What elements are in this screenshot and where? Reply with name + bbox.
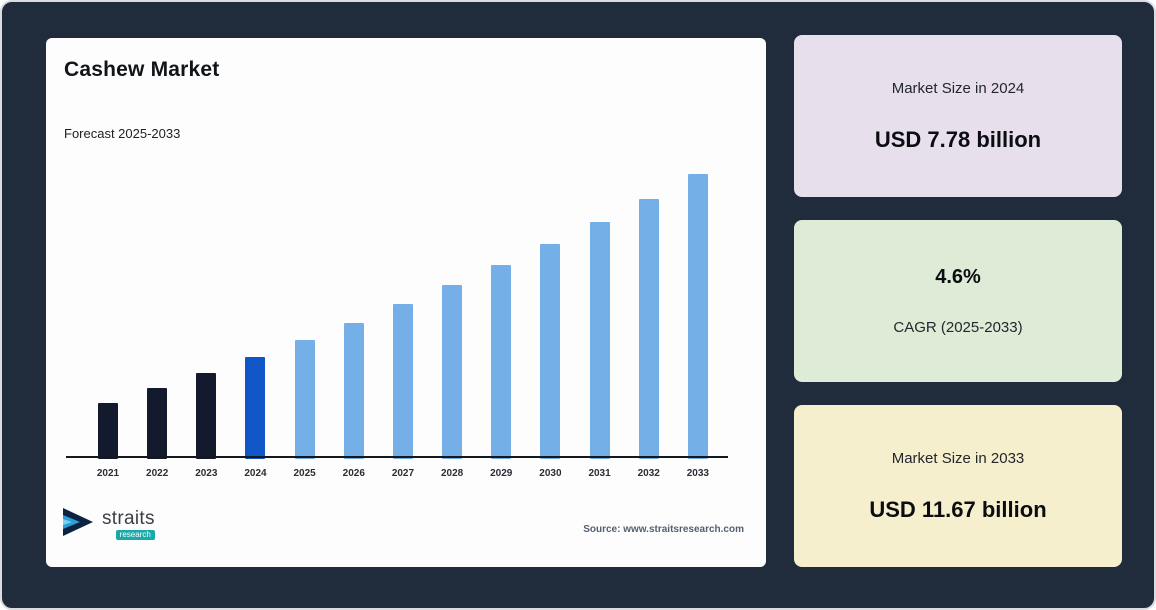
- bar-2033: [687, 174, 708, 459]
- chart-card: Cashew Market Forecast 2025-2033 2021 202…: [46, 38, 766, 567]
- bar-2027: [392, 304, 413, 459]
- logo-text: straits research: [102, 509, 155, 540]
- x-tick-2026: 2026: [342, 468, 365, 479]
- straits-research-logo: straits research: [62, 506, 155, 543]
- bar-column-2029: 2029: [484, 157, 518, 479]
- stat-label: CAGR (2025-2033): [893, 319, 1023, 336]
- stat-value: 4.6%: [935, 266, 981, 288]
- bar-2029: [491, 265, 512, 459]
- stat-label: Market Size in 2024: [891, 79, 1025, 97]
- stats-column: Market Size in 2024 USD 7.78 billion 4.6…: [794, 35, 1122, 567]
- logo-text-research: research: [115, 530, 155, 540]
- bar-2022: [147, 388, 168, 459]
- bar-2024: [245, 357, 266, 459]
- x-tick-2027: 2027: [391, 468, 415, 479]
- stat-label: Market Size in 2033: [891, 449, 1025, 467]
- source-text: Source: www.straitsresearch.com: [583, 524, 744, 535]
- x-axis-line: [66, 456, 728, 458]
- x-tick-2029: 2029: [490, 468, 513, 479]
- x-tick-2022: 2022: [146, 468, 169, 479]
- bar-2026: [343, 323, 364, 459]
- bar-column-2033: 2033: [681, 157, 715, 479]
- stat-card-market-size-2024: Market Size in 2024 USD 7.78 billion: [794, 35, 1122, 197]
- bar-column-2032: 2032: [632, 157, 666, 479]
- bar-column-2023: 2023: [189, 157, 223, 479]
- bar-2023: [196, 373, 217, 459]
- x-tick-2025: 2025: [293, 468, 316, 479]
- bar-column-2024: 2024: [238, 157, 272, 479]
- x-tick-2032: 2032: [637, 468, 660, 479]
- bar-2030: [540, 244, 561, 459]
- x-tick-2030: 2030: [539, 468, 562, 479]
- bar-2031: [589, 222, 610, 459]
- bar-column-2030: 2030: [533, 157, 567, 479]
- bar-2032: [638, 199, 659, 459]
- stat-value: USD 7.78 billion: [874, 126, 1042, 152]
- stat-card-cagr: 4.6% CAGR (2025-2033): [794, 220, 1122, 382]
- bar-columns: 2021 2022 2023 2024 2025 2026 2027 2028 2029 2030…: [91, 157, 715, 479]
- bar-2025: [294, 340, 315, 459]
- stat-card-market-size-2033: Market Size in 2033 USD 11.67 billion: [794, 405, 1122, 567]
- chart-subtitle: Forecast 2025-2033: [64, 126, 181, 141]
- bar-2021: [98, 403, 118, 459]
- bar-column-2028: 2028: [435, 157, 469, 479]
- bar-column-2026: 2026: [337, 157, 371, 479]
- bar-2028: [442, 285, 463, 459]
- logo-arrow-icon: [62, 506, 96, 543]
- stat-value: USD 11.67 billion: [869, 496, 1047, 522]
- bar-column-2022: 2022: [140, 157, 174, 479]
- x-tick-2024: 2024: [244, 468, 267, 479]
- x-tick-2031: 2031: [588, 468, 611, 479]
- bar-column-2027: 2027: [386, 157, 420, 479]
- x-tick-2021: 2021: [96, 468, 120, 479]
- logo-text-straits: straits: [102, 508, 155, 529]
- bar-column-2031: 2031: [583, 157, 617, 479]
- bar-column-2021: 2021: [91, 157, 125, 479]
- bar-column-2025: 2025: [288, 157, 322, 479]
- x-tick-2028: 2028: [440, 468, 464, 479]
- chart-title: Cashew Market: [64, 58, 220, 81]
- x-tick-2033: 2033: [686, 468, 709, 479]
- x-tick-2023: 2023: [195, 468, 218, 479]
